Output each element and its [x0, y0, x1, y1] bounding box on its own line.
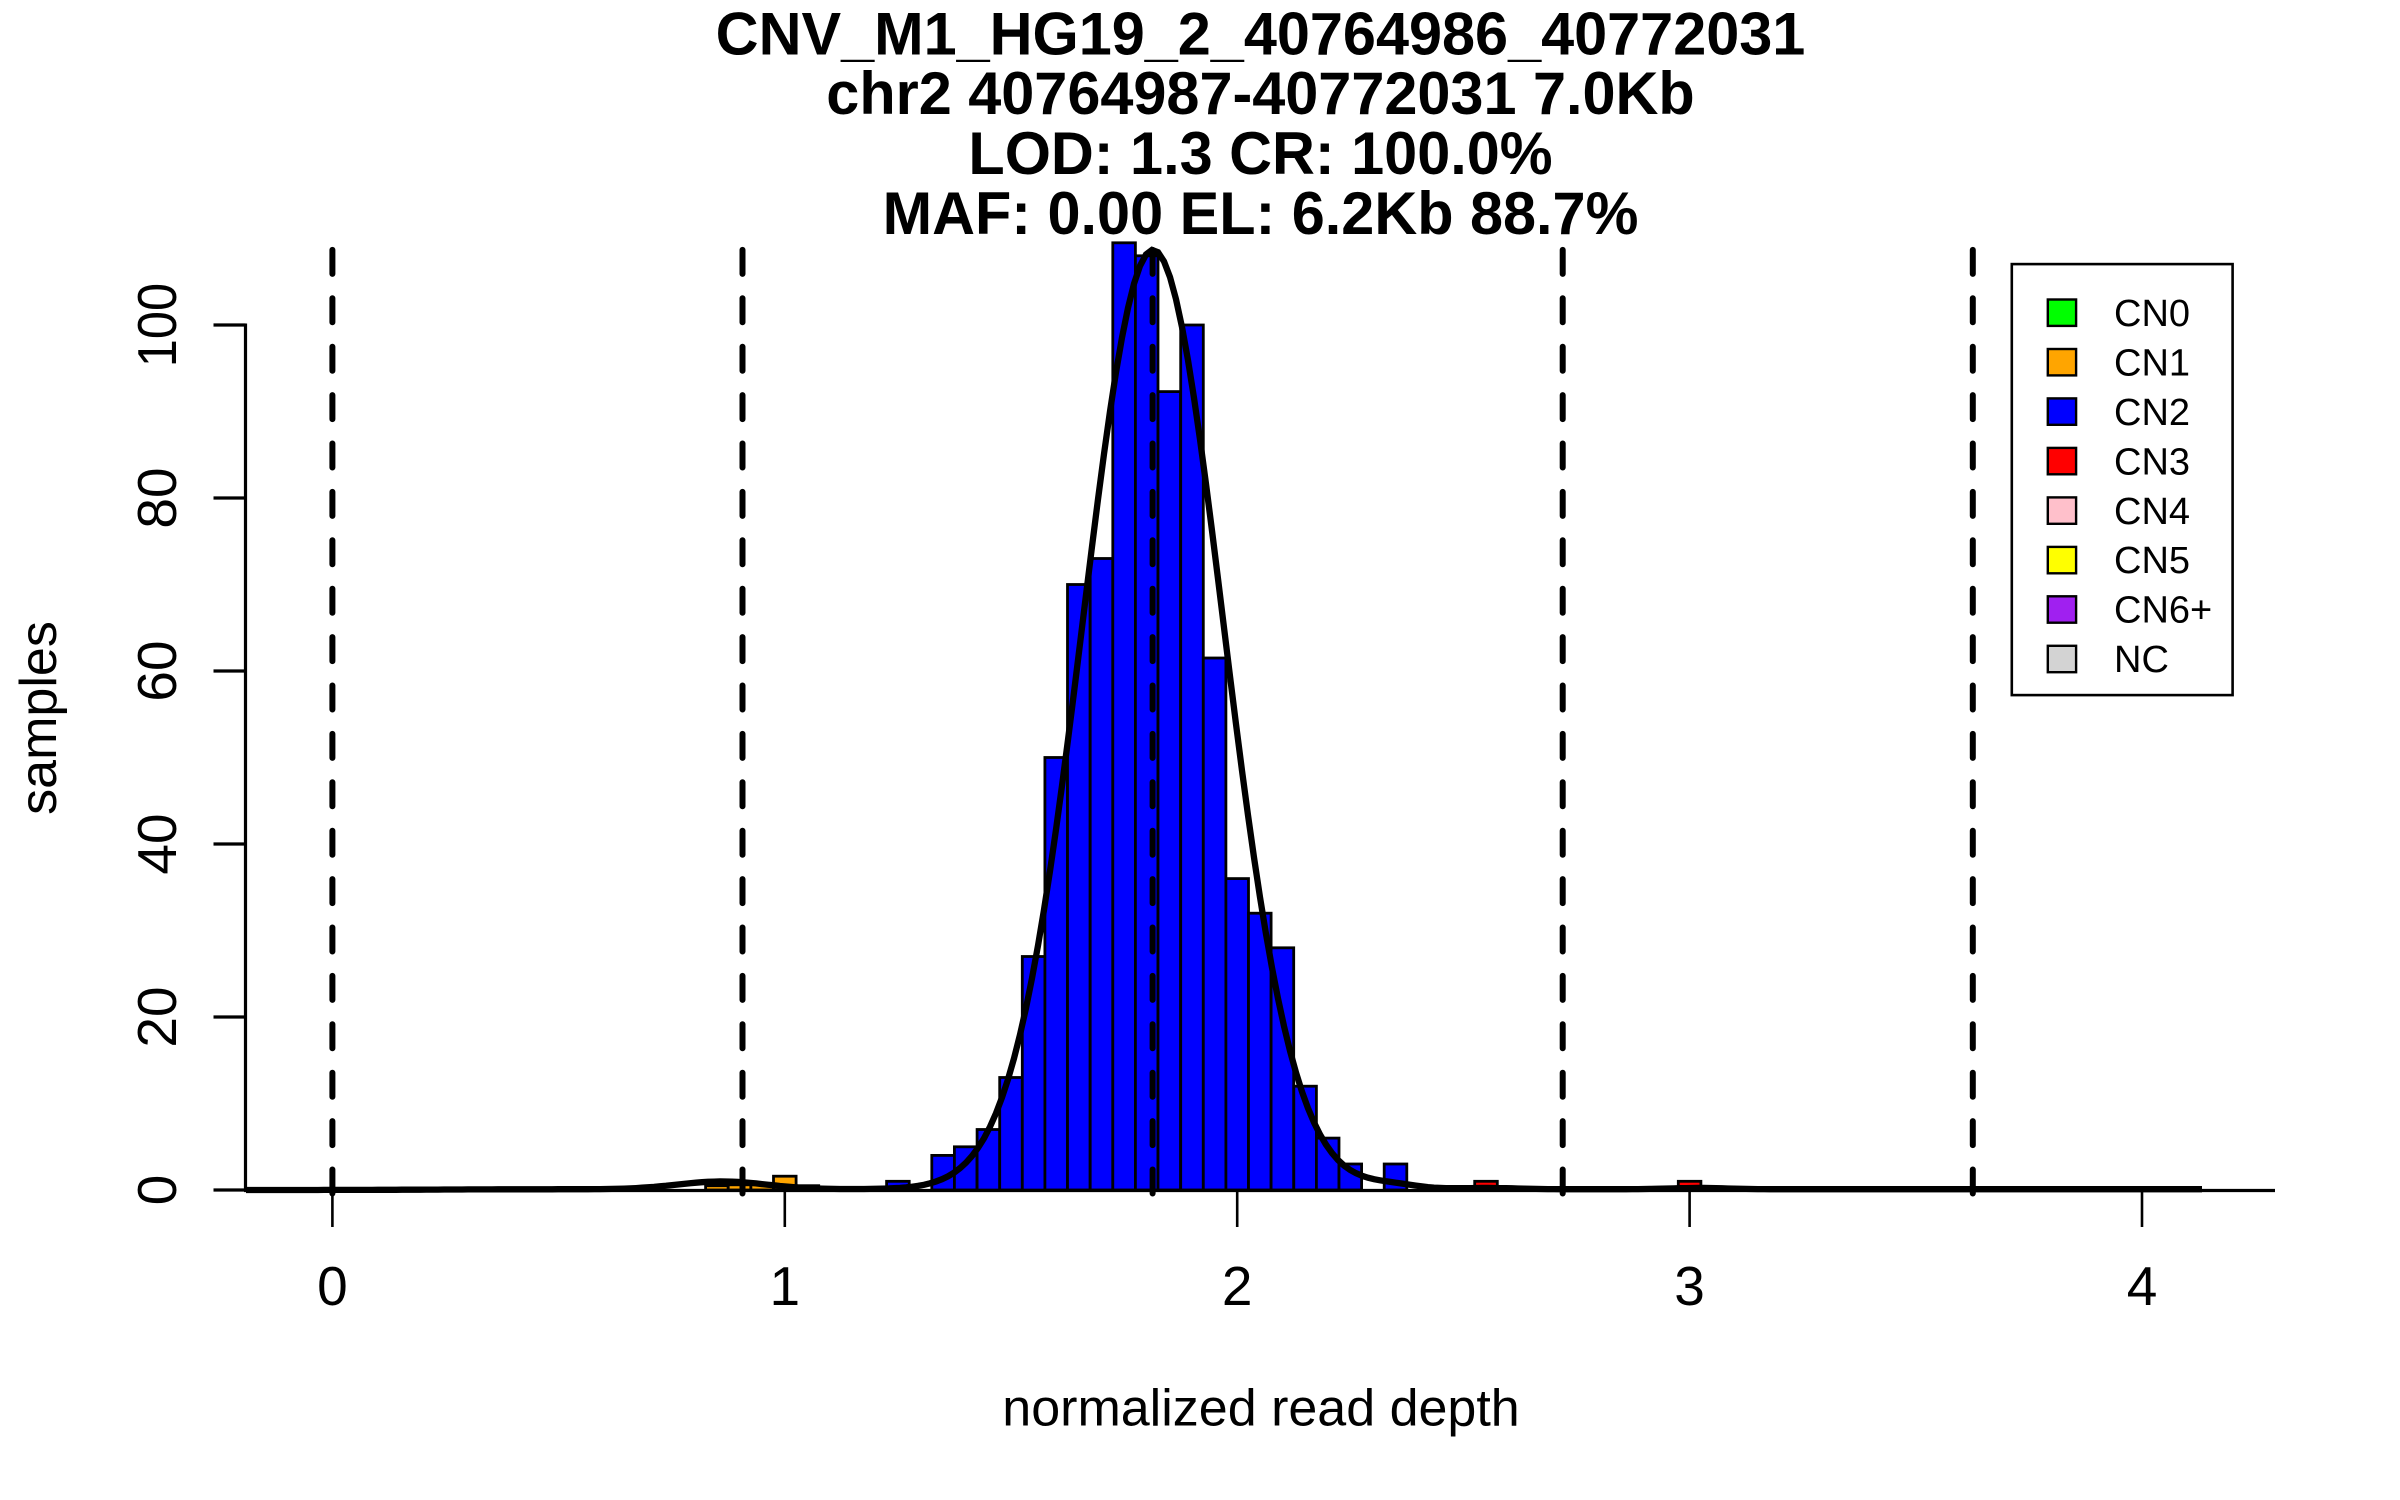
svg-text:normalized read depth: normalized read depth	[1002, 1380, 1519, 1438]
svg-text:4: 4	[2127, 1255, 2158, 1317]
svg-text:CN0: CN0	[2114, 293, 2190, 335]
svg-text:CN5: CN5	[2114, 540, 2190, 582]
svg-text:LOD: 1.3 CR: 100.0%: LOD: 1.3 CR: 100.0%	[968, 120, 1552, 187]
svg-text:MAF: 0.00 EL: 6.2Kb 88.7%: MAF: 0.00 EL: 6.2Kb 88.7%	[883, 180, 1639, 247]
svg-text:NC: NC	[2114, 639, 2169, 681]
svg-text:40: 40	[126, 813, 188, 874]
svg-text:20: 20	[126, 986, 188, 1047]
svg-text:1: 1	[770, 1255, 801, 1317]
svg-text:0: 0	[126, 1175, 188, 1206]
svg-text:0: 0	[317, 1255, 348, 1317]
svg-text:2: 2	[1222, 1255, 1253, 1317]
svg-text:CN2: CN2	[2114, 392, 2190, 434]
svg-text:CN6+: CN6+	[2114, 590, 2212, 632]
svg-text:CN1: CN1	[2114, 342, 2190, 384]
svg-text:60: 60	[126, 640, 188, 701]
svg-text:80: 80	[126, 467, 188, 528]
svg-text:100: 100	[127, 283, 188, 367]
svg-text:samples: samples	[10, 621, 68, 815]
svg-text:3: 3	[1674, 1255, 1705, 1317]
svg-text:chr2 40764987-40772031 7.0Kb: chr2 40764987-40772031 7.0Kb	[826, 60, 1694, 127]
svg-text:CNV_M1_HG19_2_40764986_4077203: CNV_M1_HG19_2_40764986_40772031	[716, 0, 1806, 67]
svg-text:CN4: CN4	[2114, 491, 2190, 533]
svg-text:CN3: CN3	[2114, 441, 2190, 483]
